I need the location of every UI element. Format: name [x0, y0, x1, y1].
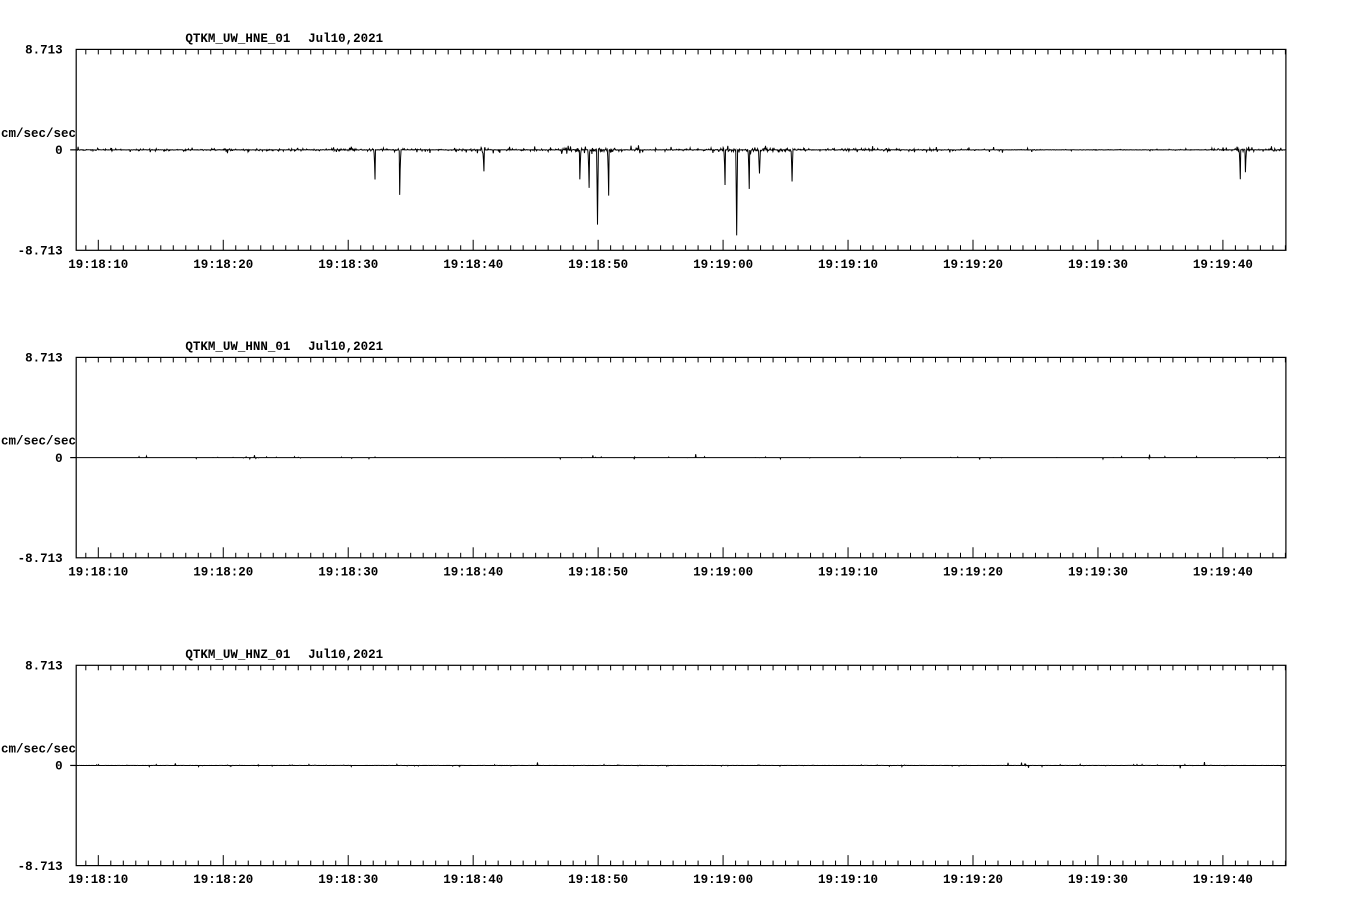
- svg-text:19:18:30: 19:18:30: [318, 258, 378, 272]
- svg-text:Jul10,2021: Jul10,2021: [308, 340, 383, 354]
- svg-text:8.713: 8.713: [25, 352, 63, 366]
- svg-text:19:18:20: 19:18:20: [193, 873, 253, 887]
- svg-text:19:18:10: 19:18:10: [68, 565, 128, 579]
- svg-text:19:19:40: 19:19:40: [1193, 258, 1253, 272]
- svg-text:19:19:10: 19:19:10: [818, 873, 878, 887]
- svg-text:19:18:50: 19:18:50: [568, 873, 628, 887]
- svg-text:19:18:50: 19:18:50: [568, 258, 628, 272]
- svg-text:19:18:40: 19:18:40: [443, 258, 503, 272]
- svg-text:Jul10,2021: Jul10,2021: [308, 648, 383, 662]
- svg-text:-8.713: -8.713: [18, 552, 63, 566]
- svg-text:0: 0: [55, 760, 63, 774]
- svg-text:19:18:30: 19:18:30: [318, 873, 378, 887]
- svg-text:8.713: 8.713: [25, 44, 63, 58]
- svg-text:19:18:10: 19:18:10: [68, 873, 128, 887]
- svg-text:cm/sec/sec: cm/sec/sec: [1, 127, 76, 141]
- svg-text:19:18:40: 19:18:40: [443, 565, 503, 579]
- svg-text:-8.713: -8.713: [18, 245, 63, 259]
- svg-text:cm/sec/sec: cm/sec/sec: [1, 435, 76, 449]
- svg-text:QTKM_UW_HNZ_01: QTKM_UW_HNZ_01: [185, 648, 290, 662]
- svg-text:19:19:00: 19:19:00: [693, 873, 753, 887]
- svg-text:19:19:10: 19:19:10: [818, 258, 878, 272]
- svg-text:QTKM_UW_HNE_01: QTKM_UW_HNE_01: [185, 32, 290, 46]
- svg-text:19:19:20: 19:19:20: [943, 258, 1003, 272]
- svg-text:Jul10,2021: Jul10,2021: [308, 32, 383, 46]
- svg-text:cm/sec/sec: cm/sec/sec: [1, 743, 76, 757]
- svg-text:19:18:50: 19:18:50: [568, 565, 628, 579]
- svg-text:19:19:30: 19:19:30: [1068, 565, 1128, 579]
- svg-text:19:18:40: 19:18:40: [443, 873, 503, 887]
- svg-text:QTKM_UW_HNN_01: QTKM_UW_HNN_01: [185, 340, 290, 354]
- svg-text:19:19:30: 19:19:30: [1068, 258, 1128, 272]
- svg-text:19:19:20: 19:19:20: [943, 873, 1003, 887]
- svg-text:8.713: 8.713: [25, 660, 63, 674]
- svg-text:19:19:00: 19:19:00: [693, 565, 753, 579]
- svg-text:0: 0: [55, 452, 63, 466]
- svg-text:-8.713: -8.713: [18, 860, 63, 874]
- svg-text:19:18:20: 19:18:20: [193, 565, 253, 579]
- svg-text:19:19:20: 19:19:20: [943, 565, 1003, 579]
- svg-text:19:19:10: 19:19:10: [818, 565, 878, 579]
- svg-text:19:19:30: 19:19:30: [1068, 873, 1128, 887]
- svg-text:19:18:10: 19:18:10: [68, 258, 128, 272]
- svg-text:19:19:40: 19:19:40: [1193, 565, 1253, 579]
- svg-text:19:19:40: 19:19:40: [1193, 873, 1253, 887]
- svg-text:19:18:20: 19:18:20: [193, 258, 253, 272]
- svg-text:19:19:00: 19:19:00: [693, 258, 753, 272]
- svg-text:0: 0: [55, 144, 63, 158]
- svg-text:19:18:30: 19:18:30: [318, 565, 378, 579]
